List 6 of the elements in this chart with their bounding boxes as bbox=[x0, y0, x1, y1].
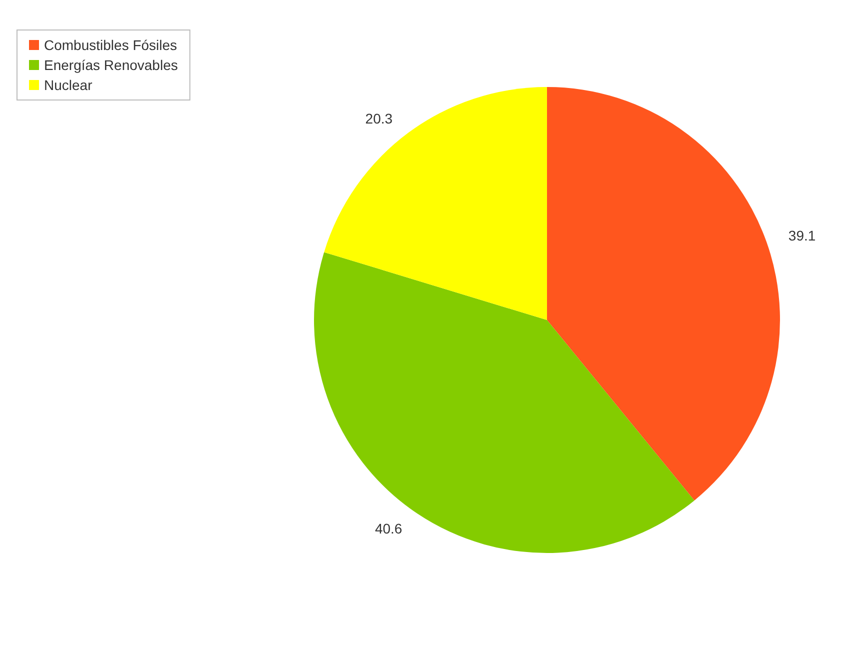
data-label: 39.1 bbox=[788, 228, 816, 244]
data-label: 20.3 bbox=[365, 110, 393, 126]
data-label: 40.6 bbox=[374, 520, 402, 536]
legend-label: Nuclear bbox=[44, 77, 93, 93]
legend-label: Combustibles Fósiles bbox=[44, 37, 178, 53]
legend-label: Energías Renovables bbox=[44, 57, 178, 73]
